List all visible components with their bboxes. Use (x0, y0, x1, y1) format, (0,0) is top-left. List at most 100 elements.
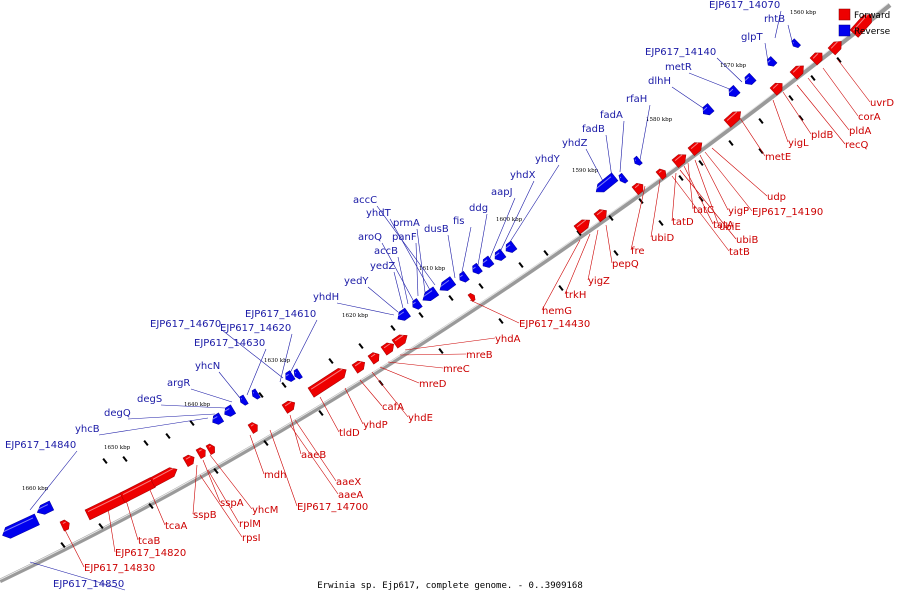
forward-gene-label: cafA (382, 402, 404, 413)
forward-gene-label: yhdP (363, 420, 388, 431)
forward-gene-label: EJP617_14700 (297, 502, 368, 513)
forward-gene (391, 334, 408, 349)
kbp-label: 1660 kbp (22, 486, 49, 492)
leader-line (279, 333, 293, 383)
leader-line (190, 388, 233, 403)
forward-gene-label: rplM (239, 519, 261, 530)
leader-line (764, 42, 769, 63)
leader-line (336, 302, 395, 316)
reverse-gene-label: argR (167, 378, 190, 389)
forward-gene-label: ubiB (736, 235, 758, 246)
forward-gene (247, 422, 258, 434)
leader-line (461, 226, 472, 273)
reverse-gene-label: ddg (469, 203, 488, 214)
kbp-label: 1600 kbp (496, 217, 523, 223)
leader-line (822, 67, 859, 117)
forward-gene-label: tatA (713, 220, 734, 231)
leader-line (202, 459, 221, 503)
leader-line (319, 396, 340, 433)
forward-gene (149, 467, 178, 488)
kbp-label: 1640 kbp (184, 402, 211, 408)
reverse-gene (702, 103, 715, 116)
leader-line (125, 499, 139, 541)
forward-gene-label: EJP617_14820 (115, 548, 186, 559)
forward-gene (205, 443, 215, 456)
reverse-gene (744, 72, 757, 85)
forward-gene-label: aaeB (301, 450, 326, 461)
leader-line (619, 120, 625, 173)
label-leader-lines (29, 10, 871, 591)
leader-line (699, 154, 729, 211)
reverse-gene-label: EJP617_14070 (709, 0, 780, 11)
reverse-gene-label: yhdX (510, 170, 536, 181)
leader-line (564, 233, 591, 295)
leader-line (416, 228, 426, 293)
reverse-gene-label: degQ (104, 408, 131, 419)
forward-gene (631, 182, 644, 196)
kbp-label: 1630 kbp (264, 358, 291, 364)
reverse-gene (459, 270, 470, 283)
reverse-gene (618, 172, 629, 184)
leader-line (192, 464, 198, 515)
leader-line (650, 179, 661, 238)
reverse-gene-label: aapJ (491, 187, 513, 198)
reverse-gene-label: rhtB (764, 14, 785, 25)
reverse-gene (728, 84, 741, 98)
leader-line (379, 366, 420, 384)
leader-line (469, 299, 520, 324)
forward-gene-label: aaeX (336, 477, 361, 488)
forward-gene (789, 65, 804, 80)
reverse-gene-label: accC (353, 195, 377, 206)
forward-gene-label: aaeA (338, 490, 363, 501)
forward-gene-label: tatC (693, 205, 714, 216)
forward-gene (809, 52, 823, 66)
forward-gene (849, 14, 872, 38)
forward-gene (59, 519, 70, 532)
genome-caption: Erwinia sp. Ejp617, complete genome. - 0… (317, 581, 583, 591)
forward-gene (182, 454, 195, 468)
reverse-gene-label: accB (374, 246, 398, 257)
leader-line (387, 361, 444, 369)
forward-gene-label: sspA (220, 498, 244, 509)
leader-line (630, 185, 646, 251)
forward-gene-label: corA (858, 112, 881, 123)
forward-gene-label: ubiE (719, 222, 741, 233)
leader-line (376, 205, 436, 286)
reverse-gene (224, 404, 237, 417)
forward-gene-label: fre (631, 246, 645, 257)
reverse-gene-label: EJP617_14630 (194, 338, 265, 349)
reverse-gene-label: yhdZ (562, 138, 588, 149)
forward-gene-label: ubiD (651, 233, 674, 244)
leader-line (199, 474, 243, 538)
leader-line (246, 348, 267, 396)
reverse-gene-label: yedY (344, 276, 369, 287)
legend-forward-label: Forward (854, 11, 890, 21)
reverse-gene-label: yhdY (535, 154, 561, 165)
leader-line (688, 72, 733, 91)
forward-gene-label: recQ (845, 140, 869, 151)
leader-line (289, 424, 339, 495)
reverse-gene (212, 412, 225, 425)
leader-line (29, 450, 78, 511)
leader-line (796, 84, 846, 145)
kbp-scale: 1560 kbp 1570 kbp 1580 kbp 1590 kbp 1600 kbp… (22, 10, 817, 492)
leader-line (107, 507, 116, 553)
leader-line (447, 234, 456, 279)
leader-line (782, 91, 812, 135)
kbp-label: 1590 kbp (572, 168, 599, 174)
forward-gene (281, 400, 296, 414)
forward-gene-label: yigZ (588, 276, 610, 287)
reverse-gene-label: dusB (424, 224, 449, 235)
reverse-gene (791, 38, 801, 48)
forward-gene (380, 342, 394, 356)
leader-line (207, 469, 240, 524)
leader-line (367, 286, 399, 313)
leader-line (209, 454, 253, 510)
reverse-gene-label: aroQ (358, 232, 382, 243)
forward-gene-label: pldB (811, 130, 833, 141)
leader-line (127, 413, 216, 420)
reverse-gene (293, 368, 303, 380)
leader-line (585, 148, 606, 186)
leader-line (687, 162, 694, 210)
